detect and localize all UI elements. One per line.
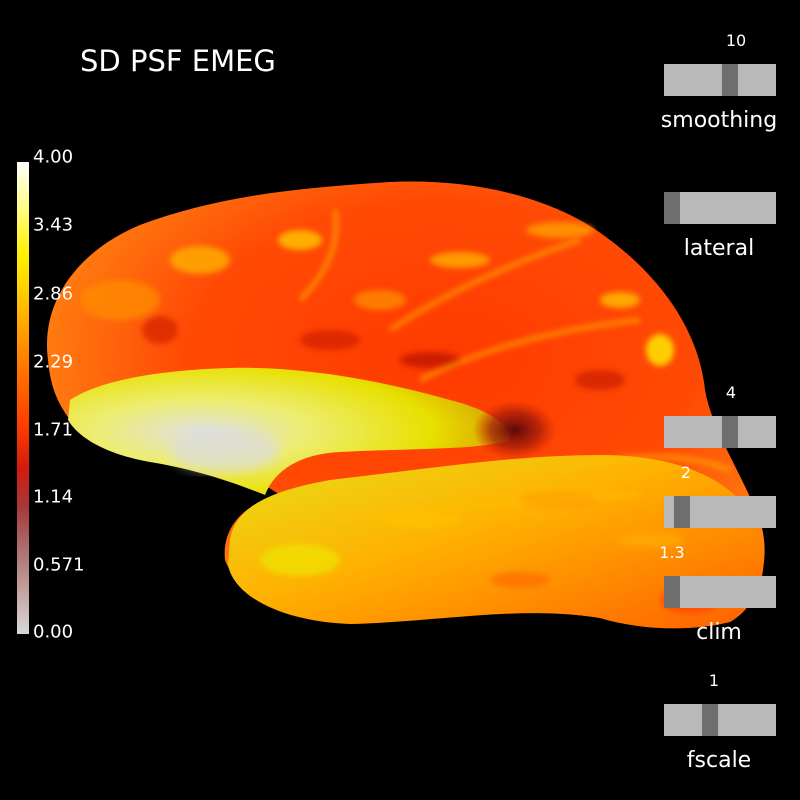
colorbar-tick: 1.14 xyxy=(33,486,74,508)
smoothing-value: 10 xyxy=(725,31,747,50)
fmax-value: 4 xyxy=(725,383,737,402)
colorbar-tick: 4.00 xyxy=(33,146,74,168)
colorbar-tick: 0.571 xyxy=(33,554,85,576)
colorbar xyxy=(17,162,29,634)
colorbar-tick: 0.00 xyxy=(33,621,74,643)
lateral-slider-handle[interactable] xyxy=(664,192,680,224)
clim-label: clim xyxy=(696,620,742,645)
fscale-slider-handle[interactable] xyxy=(702,704,718,736)
smoothing-slider-handle[interactable] xyxy=(722,64,738,96)
temporal-lobe xyxy=(228,455,764,629)
fmin-slider[interactable] xyxy=(664,576,776,608)
lateral-slider[interactable] xyxy=(664,192,776,224)
colorbar-tick: 2.86 xyxy=(33,283,74,305)
smoothing-slider[interactable] xyxy=(664,64,776,96)
fmid-slider[interactable] xyxy=(664,496,776,528)
figure-title: SD PSF EMEG xyxy=(80,44,276,78)
fmid-value: 2 xyxy=(680,463,692,482)
insula xyxy=(68,367,510,495)
fmid-slider-handle[interactable] xyxy=(674,496,690,528)
fscale-value: 1 xyxy=(708,671,720,690)
smoothing-label: smoothing xyxy=(660,108,778,133)
fmin-value: 1.3 xyxy=(659,543,685,562)
fscale-slider[interactable] xyxy=(664,704,776,736)
colorbar-tick: 1.71 xyxy=(33,419,74,441)
colorbar-tick: 2.29 xyxy=(33,351,74,373)
colorbar-tick: 3.43 xyxy=(33,214,74,236)
fscale-label: fscale xyxy=(686,748,752,773)
fmax-slider[interactable] xyxy=(664,416,776,448)
lateral-label: lateral xyxy=(683,236,755,261)
fmin-slider-handle[interactable] xyxy=(664,576,680,608)
fmax-slider-handle[interactable] xyxy=(722,416,738,448)
